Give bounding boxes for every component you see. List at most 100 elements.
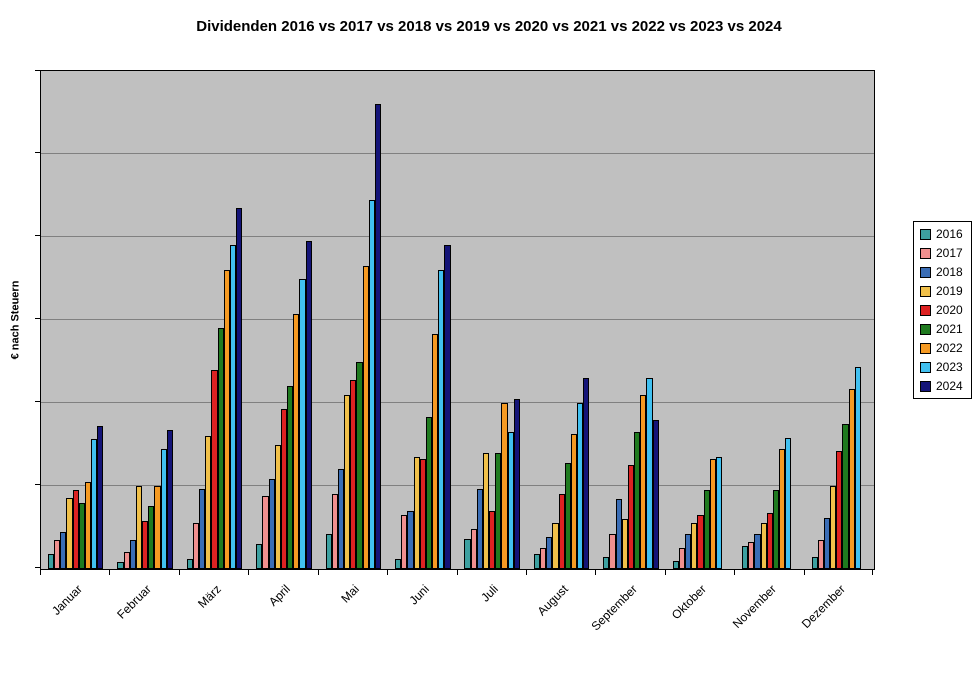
bar-2017-Februar xyxy=(123,552,130,569)
bar-2021-Mai xyxy=(356,361,363,569)
x-tick xyxy=(664,570,666,575)
bar-2023-Mai xyxy=(368,199,375,569)
bar-2021-November xyxy=(772,490,780,569)
bar-2023-Dezember xyxy=(854,367,861,569)
y-tick xyxy=(35,484,40,485)
bar-2022-Oktober xyxy=(709,458,716,569)
bar-2022-Dezember xyxy=(848,388,855,569)
plot-area xyxy=(40,70,875,570)
bar-2018-Juli xyxy=(476,489,483,569)
gridline xyxy=(41,319,874,320)
bar-2022-Juli xyxy=(501,403,508,569)
legend-item: 2023 xyxy=(920,361,963,373)
bar-2019-Juli xyxy=(482,452,490,569)
gridline xyxy=(41,236,874,237)
x-axis-ticks xyxy=(40,570,875,576)
x-tick xyxy=(317,570,319,575)
bar-2023-April xyxy=(299,278,306,569)
x-tick xyxy=(109,570,111,575)
bar-2024-Juli xyxy=(513,398,520,569)
legend-label: 2023 xyxy=(936,360,963,374)
legend-item: 2018 xyxy=(920,266,963,278)
bar-2016-März xyxy=(186,559,193,569)
bar-2020-April xyxy=(280,408,288,569)
bar-2016-September xyxy=(603,557,610,569)
bar-2019-Juni xyxy=(413,456,420,569)
legend-item: 2017 xyxy=(920,247,963,259)
bar-2023-Juni xyxy=(438,270,445,569)
bar-2021-Dezember xyxy=(842,423,849,569)
bar-2020-Oktober xyxy=(697,515,704,569)
bar-2020-November xyxy=(766,512,773,569)
bar-2019-Februar xyxy=(135,486,143,569)
y-tick xyxy=(35,567,40,568)
x-tick xyxy=(40,570,41,575)
gridline xyxy=(41,402,874,403)
legend-item: 2016 xyxy=(920,228,963,240)
bar-2020-September xyxy=(627,465,635,569)
bar-2023-März xyxy=(229,245,237,569)
legend-label: 2021 xyxy=(936,322,963,336)
y-axis-ticks xyxy=(35,70,40,570)
bar-2021-Oktober xyxy=(703,490,710,569)
legend-swatch xyxy=(920,380,931,392)
bar-2021-Februar xyxy=(148,505,155,569)
bar-2023-November xyxy=(785,437,792,569)
bar-2018-Juni xyxy=(407,510,414,569)
bar-2020-März xyxy=(211,369,218,569)
bar-2024-Februar xyxy=(166,429,173,569)
legend-item: 2024 xyxy=(920,380,963,392)
bar-2021-Juni xyxy=(425,417,433,569)
gridline xyxy=(41,153,874,154)
bar-2019-August xyxy=(552,523,559,569)
bar-2016-August xyxy=(533,554,540,569)
legend: 2016 2017 2018 2019 2020 2021 2022 2023 2024 xyxy=(913,221,972,399)
bar-2020-Juni xyxy=(419,458,426,569)
bar-2018-Oktober xyxy=(685,534,692,569)
bar-2019-November xyxy=(760,523,767,569)
bar-2017-März xyxy=(192,523,200,569)
bar-2022-Februar xyxy=(154,486,161,569)
x-tick xyxy=(456,570,458,575)
bar-2017-Oktober xyxy=(678,548,686,569)
bar-2020-Januar xyxy=(72,490,79,569)
x-tick xyxy=(734,570,736,575)
bar-2024-Juni xyxy=(444,245,451,569)
bar-2016-Juli xyxy=(464,539,471,569)
bar-2016-Februar xyxy=(117,562,124,569)
bar-2022-April xyxy=(293,314,300,569)
x-tick xyxy=(595,570,597,575)
bar-2024-September xyxy=(652,419,659,569)
legend-item: 2019 xyxy=(920,285,963,297)
legend-label: 2019 xyxy=(936,284,963,298)
legend-swatch xyxy=(920,323,931,335)
bar-2020-Juli xyxy=(489,510,496,569)
bar-2018-Dezember xyxy=(823,517,831,569)
bar-2016-November xyxy=(742,545,749,569)
bar-2018-Mai xyxy=(337,469,345,569)
x-tick xyxy=(248,570,250,575)
bar-2019-Mai xyxy=(344,394,351,569)
x-axis-labels: Januar Februar März April Mai Juni Juli August S… xyxy=(40,576,875,676)
bar-2019-März xyxy=(205,436,212,569)
y-tick xyxy=(35,235,40,236)
y-tick xyxy=(35,318,40,319)
bar-2017-April xyxy=(262,495,269,569)
bar-2023-Januar xyxy=(91,438,98,569)
legend-label: 2020 xyxy=(936,303,963,317)
bar-2022-November xyxy=(779,448,786,569)
legend-label: 2024 xyxy=(936,379,963,393)
bar-2019-September xyxy=(621,519,628,569)
bar-2022-August xyxy=(570,433,578,569)
bar-2016-Mai xyxy=(325,534,332,569)
bar-2017-Januar xyxy=(54,539,61,569)
bar-2023-Juli xyxy=(507,432,514,569)
legend-label: 2018 xyxy=(936,265,963,279)
legend-swatch xyxy=(920,266,931,278)
x-tick xyxy=(178,570,180,575)
bar-2016-Dezember xyxy=(811,556,818,569)
bar-2018-April xyxy=(268,479,275,569)
legend-item: 2022 xyxy=(920,342,963,354)
bar-2018-August xyxy=(546,537,553,569)
bar-2018-Januar xyxy=(60,531,67,569)
